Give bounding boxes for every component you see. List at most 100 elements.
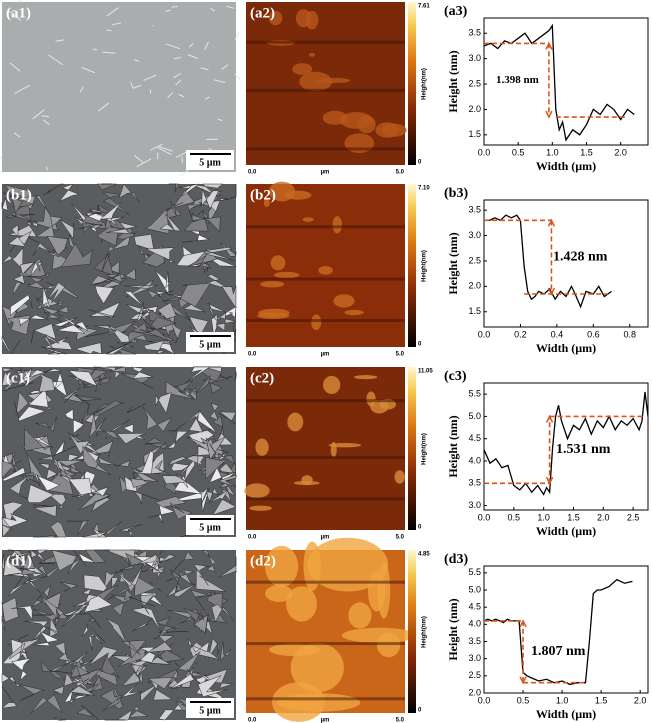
sem-texture bbox=[47, 440, 79, 460]
afm-texture bbox=[295, 9, 312, 28]
sem-texture bbox=[107, 366, 126, 373]
panel-label: (a2) bbox=[250, 5, 275, 21]
sem-texture bbox=[100, 687, 124, 710]
sem-texture bbox=[136, 158, 152, 168]
afm-axis-end: 5.0 bbox=[396, 170, 405, 176]
scale-bar-label: 5 µm bbox=[199, 705, 221, 716]
sem-texture bbox=[41, 115, 50, 118]
chart-title: (c3) bbox=[444, 369, 467, 384]
x-tick-label: 1.0 bbox=[537, 512, 550, 522]
sem-texture bbox=[159, 146, 173, 152]
sem-texture bbox=[76, 704, 100, 721]
sem-texture bbox=[102, 51, 116, 54]
sem-texture bbox=[30, 323, 57, 344]
sem-texture bbox=[173, 56, 181, 60]
sem-texture bbox=[82, 445, 99, 469]
scale-bar-label: 5 µm bbox=[199, 522, 221, 533]
sem-texture bbox=[42, 183, 64, 196]
sem-texture bbox=[13, 401, 47, 422]
plot-frame bbox=[483, 17, 649, 146]
colorbar-max: 4.85 bbox=[418, 552, 430, 558]
afm-streak bbox=[246, 642, 405, 646]
sem-texture bbox=[217, 474, 237, 487]
x-tick-label: 0.0 bbox=[478, 695, 491, 705]
sem-texture bbox=[201, 188, 219, 210]
sem-texture bbox=[97, 456, 131, 467]
sem-texture bbox=[151, 549, 177, 571]
sem-texture bbox=[34, 474, 61, 492]
sem-texture bbox=[35, 297, 62, 323]
afm-streak bbox=[246, 697, 405, 701]
sem-texture bbox=[65, 600, 90, 619]
afm-axis-start: 0.0 bbox=[248, 170, 257, 176]
afm-texture bbox=[332, 216, 342, 234]
panel-label: (c1) bbox=[6, 370, 30, 386]
sem-texture bbox=[142, 406, 173, 433]
sem-texture bbox=[215, 312, 237, 332]
x-tick-label: 1.5 bbox=[580, 147, 593, 157]
afm-texture bbox=[333, 294, 355, 308]
sem-texture bbox=[50, 521, 67, 538]
sem-texture bbox=[187, 204, 203, 217]
x-tick-label: 0.5 bbox=[508, 512, 521, 522]
sem-texture bbox=[119, 552, 149, 571]
x-axis-label: Width (µm) bbox=[536, 707, 596, 721]
y-tick-label: 5.5 bbox=[468, 389, 481, 399]
sem-texture bbox=[38, 562, 64, 579]
profile-line bbox=[483, 578, 633, 686]
sem-texture bbox=[154, 460, 166, 473]
sem-texture bbox=[10, 638, 26, 657]
y-tick-label: 3.0 bbox=[468, 653, 481, 663]
sem-texture bbox=[167, 92, 174, 98]
sem-texture bbox=[131, 617, 155, 632]
x-tick-label: 0.5 bbox=[517, 695, 530, 705]
sem-texture bbox=[168, 183, 180, 194]
sem-texture bbox=[202, 549, 216, 572]
sem-texture bbox=[170, 551, 195, 575]
sem-texture bbox=[75, 664, 102, 687]
y-tick-label: 3.5 bbox=[468, 205, 481, 215]
y-tick-label: 4.5 bbox=[468, 433, 481, 443]
sem-texture bbox=[96, 426, 120, 440]
x-tick-label: 0.8 bbox=[624, 329, 637, 339]
afm-image bbox=[246, 367, 405, 530]
sem-texture bbox=[102, 689, 124, 711]
afm-image bbox=[246, 184, 405, 347]
afm-texture bbox=[311, 314, 322, 331]
sem-texture bbox=[85, 325, 117, 337]
afm-texture bbox=[375, 122, 400, 138]
sem-texture bbox=[88, 632, 103, 651]
afm-texture bbox=[265, 545, 299, 588]
sem-texture bbox=[118, 183, 140, 203]
sem-texture bbox=[7, 573, 32, 597]
step-annotation: 1.531 nm bbox=[556, 442, 611, 457]
colorbar-max: 7.61 bbox=[418, 4, 430, 10]
sem-texture bbox=[130, 82, 134, 89]
afm-texture bbox=[284, 190, 312, 200]
sem-texture bbox=[166, 583, 197, 597]
sem-texture bbox=[206, 435, 227, 461]
sem-texture bbox=[193, 613, 209, 634]
sem-texture bbox=[153, 617, 177, 640]
sem-texture bbox=[204, 247, 235, 262]
sem-texture bbox=[19, 550, 42, 575]
x-tick-label: 0.0 bbox=[478, 147, 491, 157]
afm-streak bbox=[246, 497, 405, 501]
sem-texture bbox=[105, 419, 130, 440]
sem-texture bbox=[161, 475, 188, 485]
afm-texture bbox=[270, 255, 286, 271]
sem-texture bbox=[167, 610, 194, 624]
sem-texture bbox=[51, 549, 82, 575]
sem-texture bbox=[203, 376, 233, 394]
sem-texture bbox=[73, 549, 96, 567]
x-tick-label: 2.0 bbox=[614, 147, 627, 157]
sem-texture bbox=[146, 247, 176, 263]
colorbar-title: Height(nm) bbox=[422, 616, 428, 648]
sem-texture bbox=[81, 213, 107, 234]
afm-axis-start: 0.0 bbox=[248, 718, 257, 723]
sem-texture bbox=[30, 549, 48, 563]
sem-texture bbox=[221, 64, 229, 70]
sem-texture bbox=[218, 556, 237, 578]
y-tick-label: 2.5 bbox=[468, 78, 481, 88]
